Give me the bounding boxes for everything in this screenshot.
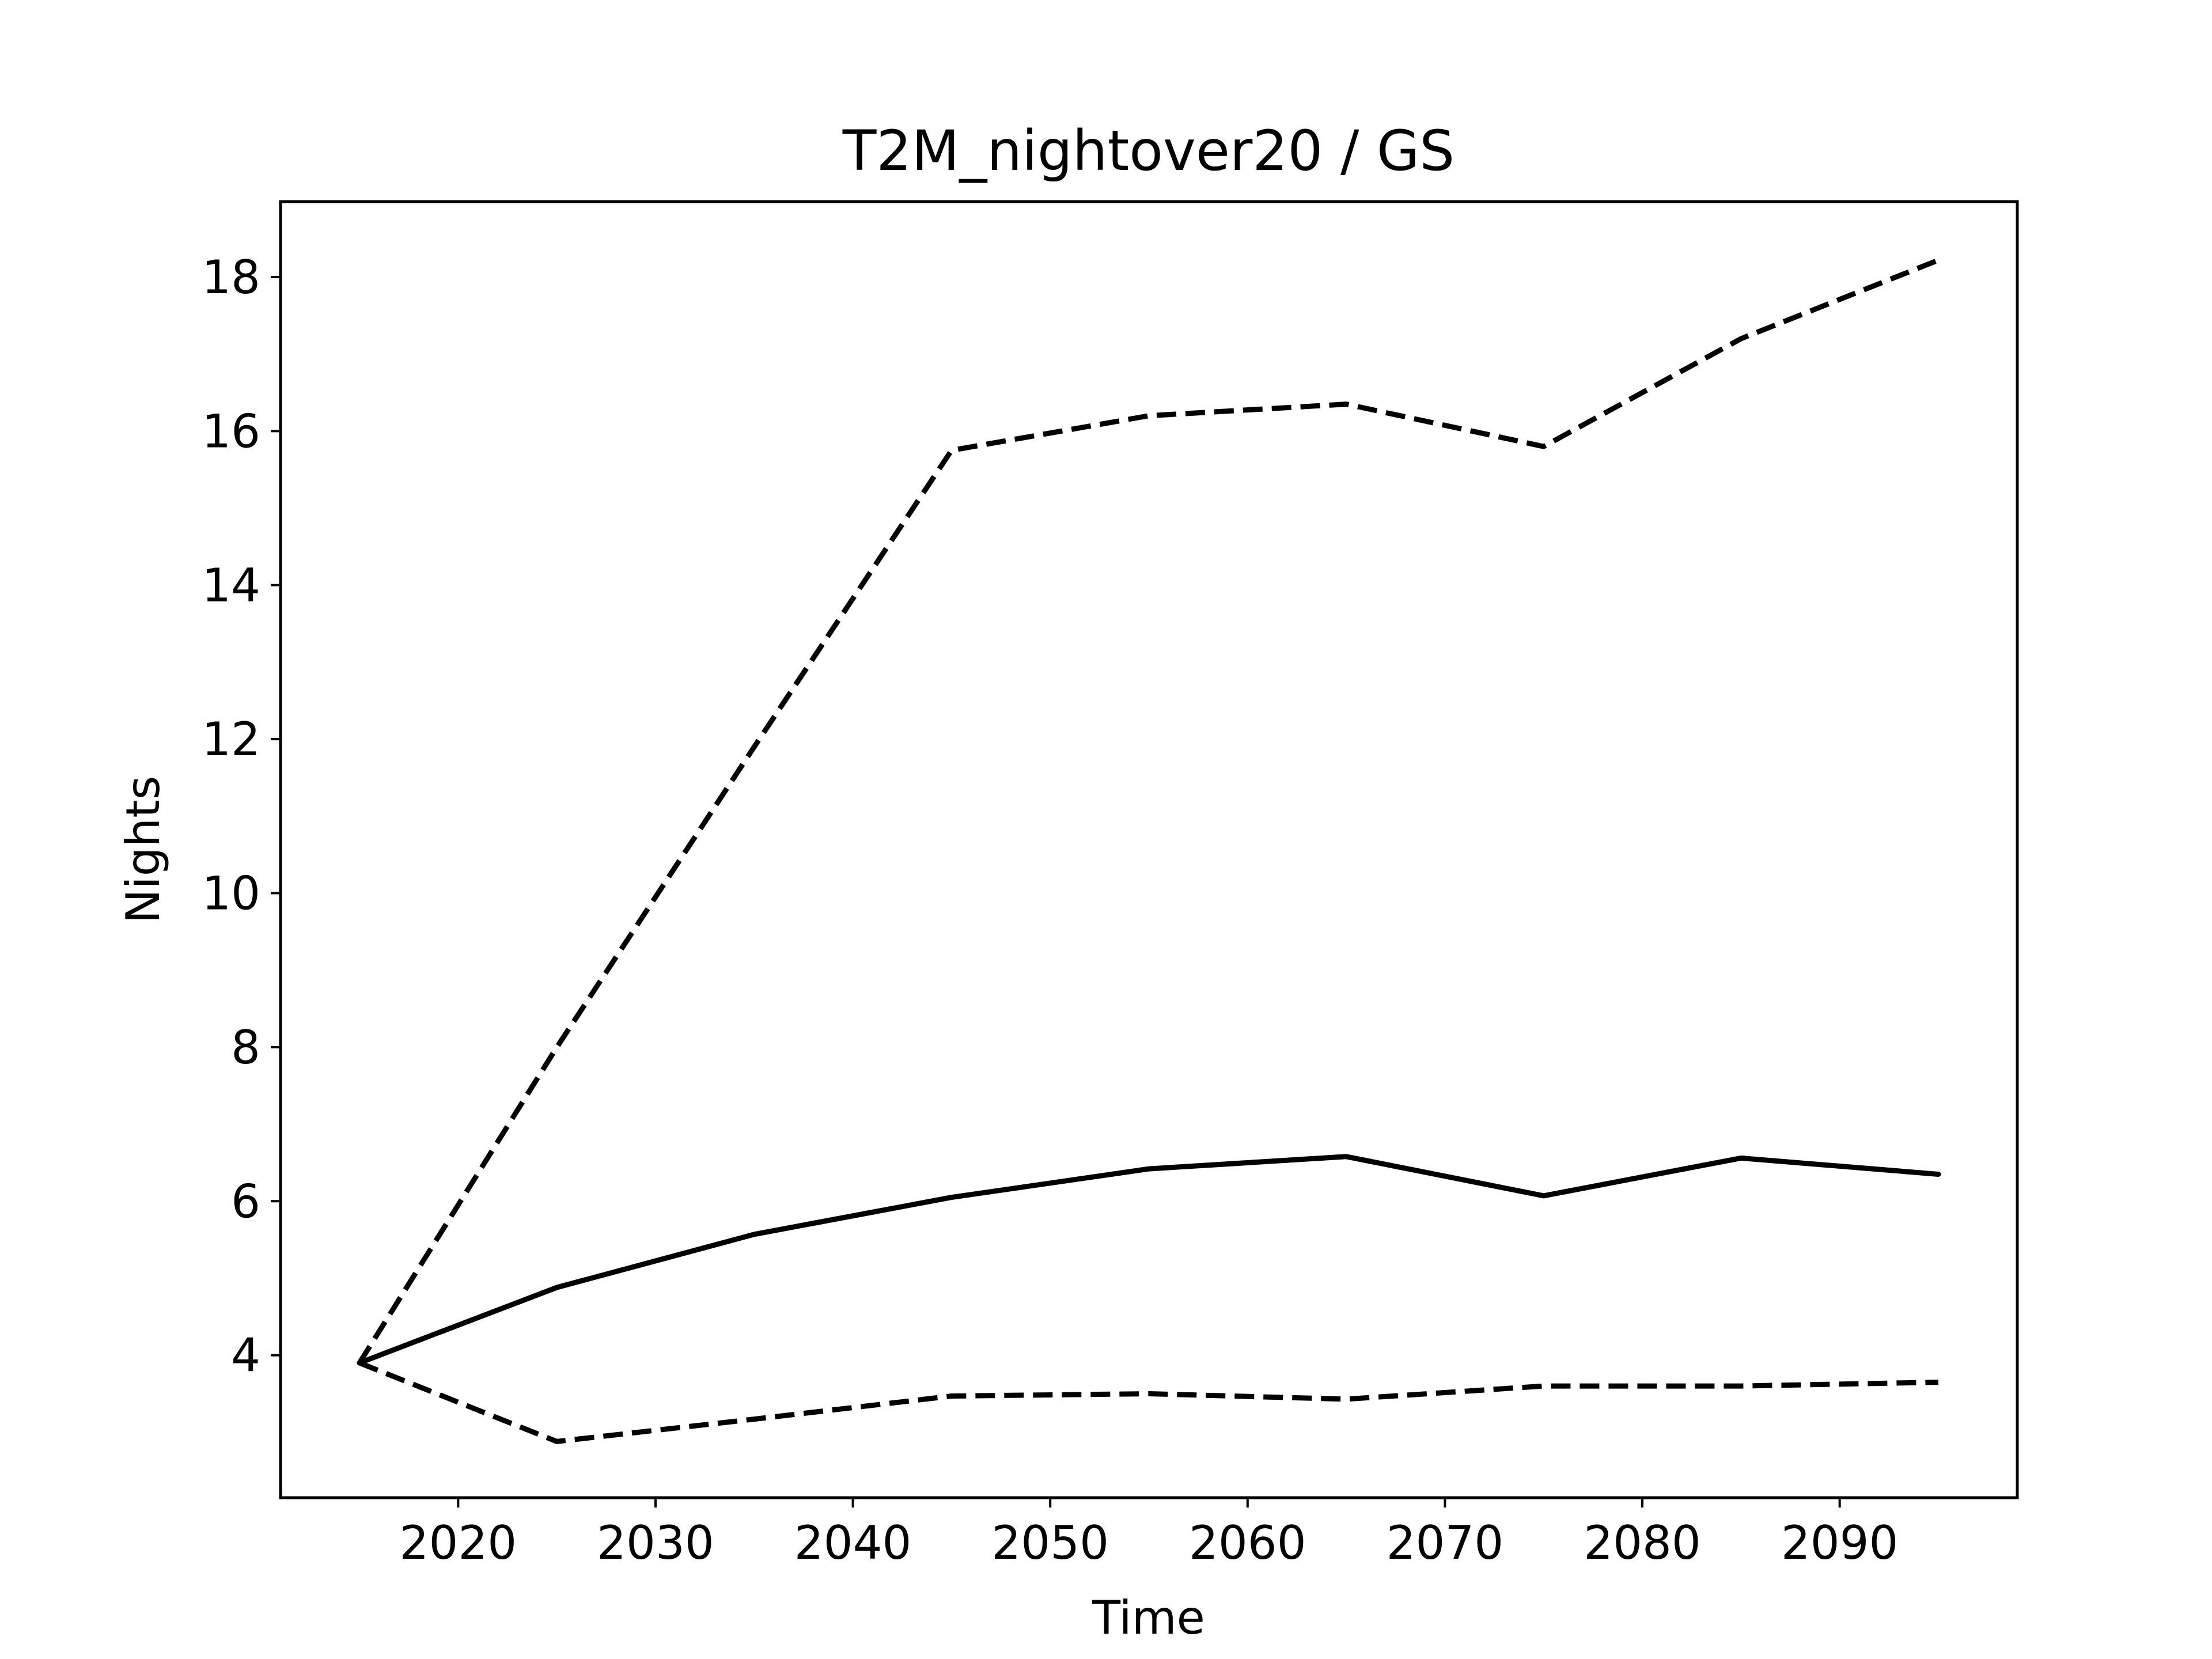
y-tick-label: 4 [231,1329,260,1382]
y-tick-label: 10 [202,867,260,921]
x-tick-label: 2030 [597,1516,714,1570]
x-tick-label: 2080 [1584,1516,1701,1570]
y-tick-label: 8 [231,1021,260,1074]
y-tick-label: 16 [202,404,260,458]
plot-frame [279,200,2019,1499]
y-axis-label: Nights [116,776,170,924]
x-tick-label: 2070 [1387,1516,1504,1570]
chart-title: T2M_nightover20 / GS [842,119,1455,183]
x-tick-label: 2020 [400,1516,517,1570]
median-line [357,1154,1941,1366]
y-axis: 4 6 8 10 12 14 16 18 [202,251,281,1382]
x-axis: 2020 2030 2040 2050 2060 2070 2080 2090 [400,1498,1899,1570]
y-tick-label: 12 [202,713,260,766]
lower-bound-line [358,1360,1939,1444]
y-tick-label: 6 [231,1175,260,1228]
x-tick-label: 2050 [991,1516,1109,1570]
upper-bound-line [357,257,1940,1365]
x-axis-label: Time [1092,1591,1205,1645]
series-layer [357,257,1941,1444]
x-tick-label: 2060 [1189,1516,1306,1570]
x-tick-label: 2040 [794,1516,912,1570]
x-tick-label: 2090 [1781,1516,1899,1570]
y-tick-label: 18 [202,251,260,304]
y-tick-label: 14 [202,559,260,612]
